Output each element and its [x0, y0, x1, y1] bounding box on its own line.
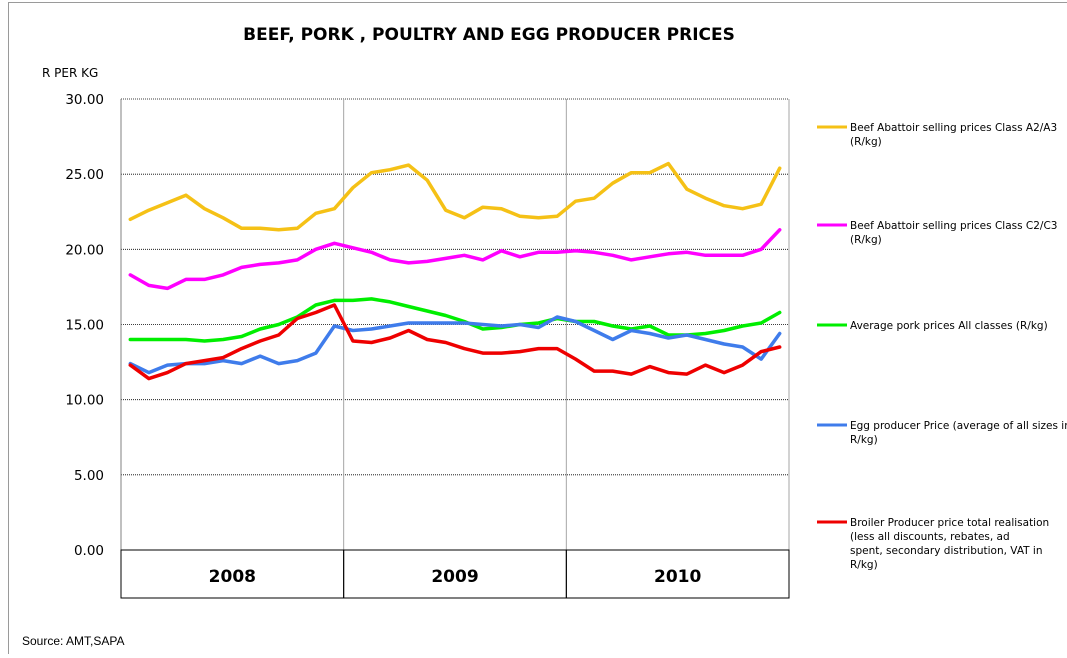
year-label: 2010	[654, 567, 701, 587]
year-label: 2009	[431, 567, 478, 587]
legend-label-4: spent, secondary distribution, VAT in	[850, 545, 1043, 557]
year-box-2010	[565, 549, 790, 599]
legend-label-2: Average pork prices All classes (R/kg)	[850, 320, 1048, 332]
series-line-4	[128, 303, 782, 381]
legend-label-4: (less all discounts, rebates, ad	[850, 531, 1010, 543]
chart-frame	[8, 2, 1067, 654]
legend: Beef Abattoir selling prices Class A2/A3…	[817, 122, 1067, 571]
y-tick-label: 0.00	[74, 543, 104, 559]
legend-label-4: Broiler Producer price total realisation	[850, 517, 1049, 529]
series-lines	[128, 161, 782, 381]
year-axis: 2008 2009 2010	[120, 549, 790, 599]
y-tick-label: 20.00	[65, 242, 104, 258]
legend-label-0: (R/kg)	[850, 136, 882, 148]
legend-label-3: Egg producer Price (average of all sizes…	[850, 420, 1067, 432]
source-note: Source: AMT,SAPA	[22, 634, 125, 648]
legend-label-1: (R/kg)	[850, 234, 882, 246]
series-line-2	[128, 297, 782, 343]
legend-label-0: Beef Abattoir selling prices Class A2/A3	[850, 122, 1057, 134]
y-tick-label: 15.00	[65, 318, 104, 334]
legend-label-4: R/kg)	[850, 559, 878, 571]
legend-label-3: R/kg)	[850, 434, 878, 446]
axes: 0.00 5.00 10.00 15.00 20.00 25.00 30.00	[65, 92, 790, 559]
y-tick-label: 10.00	[65, 393, 104, 409]
chart-title: BEEF, PORK , POULTRY AND EGG PRODUCER PR…	[243, 25, 735, 45]
y-axis-label: R PER KG	[42, 66, 98, 80]
y-tick-label: 5.00	[74, 468, 104, 484]
series-line-0	[128, 161, 782, 232]
year-label: 2008	[209, 567, 256, 587]
legend-label-1: Beef Abattoir selling prices Class C2/C3	[850, 220, 1057, 232]
series-line-3	[128, 315, 782, 375]
y-tick-label: 25.00	[65, 167, 104, 183]
series-line-1	[128, 228, 782, 291]
y-tick-label: 30.00	[65, 92, 104, 108]
